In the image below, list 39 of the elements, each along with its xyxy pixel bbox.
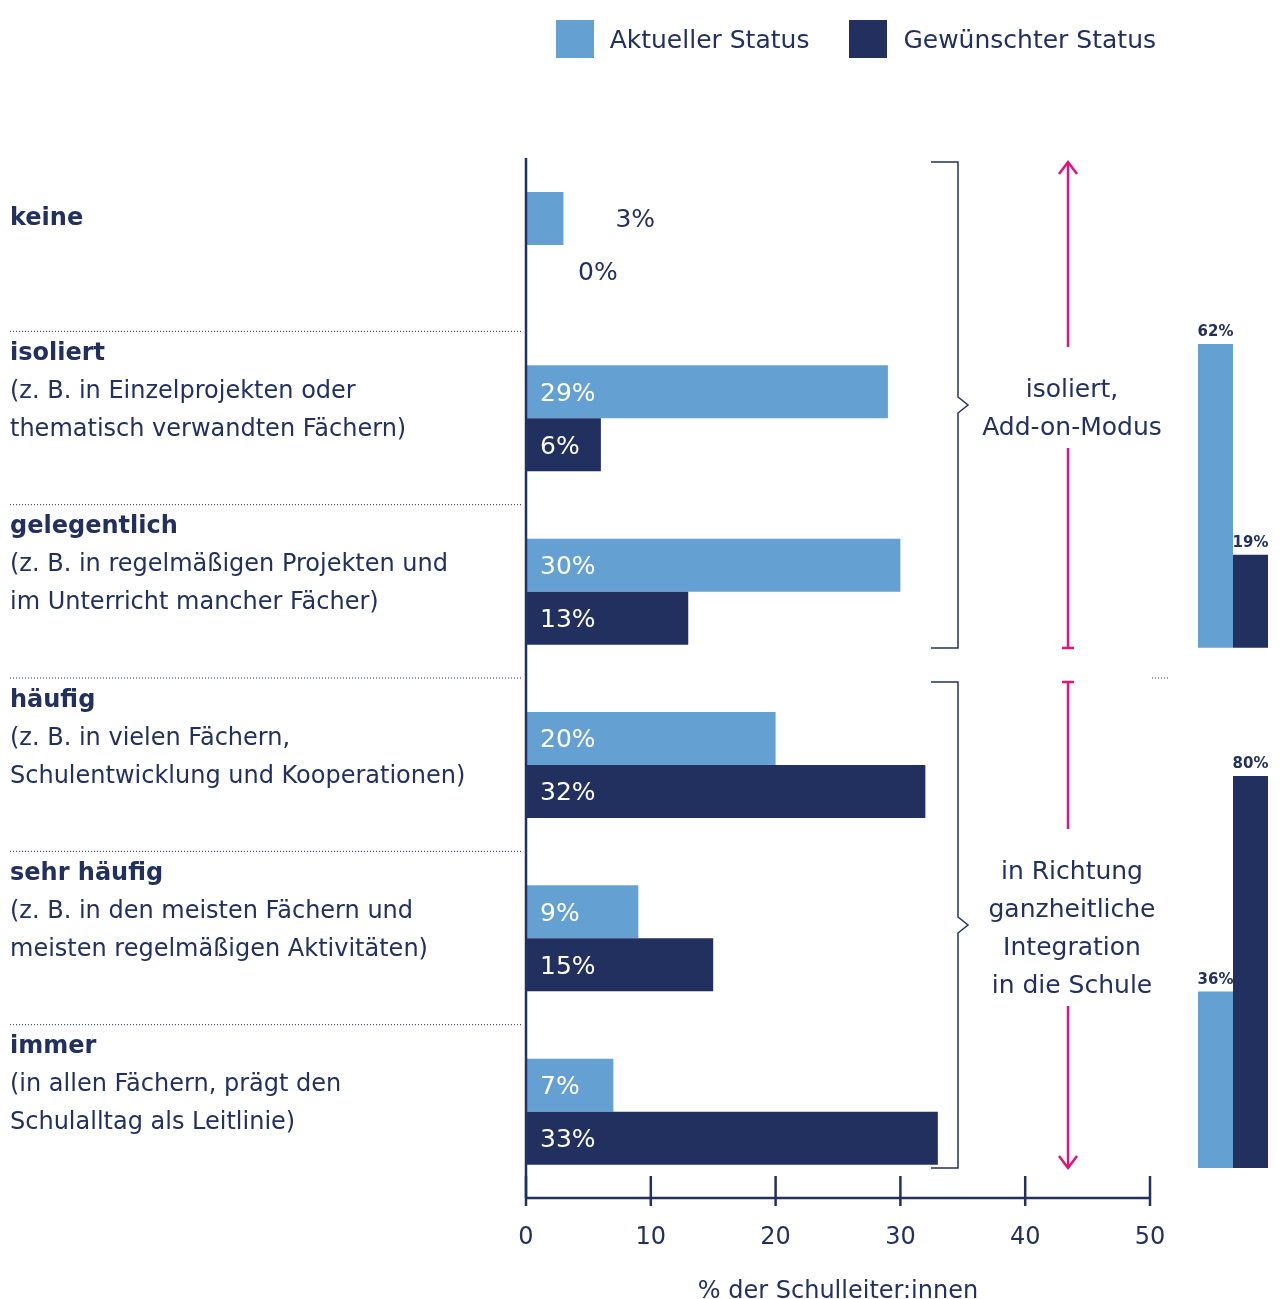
data-label: 3% [615,204,656,234]
bar [526,192,564,245]
bar [526,1058,614,1112]
data-label: 13% [540,603,596,633]
x-tick-label: 10 [635,1222,667,1250]
x-tick-label: 30 [885,1222,916,1250]
data-label: 29% [540,377,596,407]
x-tick-label: 40 [1009,1222,1041,1250]
data-label: 36% [1197,969,1234,988]
data-label: 20% [540,724,596,754]
data-label: 15% [540,950,596,980]
data-label: 9% [540,897,580,927]
x-tick-label: 50 [1134,1222,1166,1250]
x-tick-label: 20 [760,1222,791,1250]
annotation: isoliert, Add-on-Modus [982,374,1162,441]
data-label: 7% [540,1070,580,1100]
y-tick-label: gelegentlich (z. B. in regelmäßigen Projekten und im Unterricht mancher Fächer) [10,511,449,616]
y-tick-label: sehr häufig (z. B. in den meisten Fächern und meisten regelmäßigen Aktivitäten) [10,858,428,962]
legend-label: Aktueller Status [608,23,810,56]
data-label: 19% [1232,532,1269,551]
y-tick-label: häufig (z. B. in vielen Fächern, Schulentwicklung und Kooperationen) [10,684,466,789]
bar [526,712,776,765]
data-label: 6% [540,430,580,460]
data-label: 30% [540,550,596,580]
data-label: 62% [1197,322,1234,341]
y-tick-label: keine [10,202,84,231]
bar [526,885,639,939]
bar [526,365,888,419]
data-label: 32% [540,777,596,807]
data-label: 80% [1232,754,1269,772]
y-tick-label: isoliert (z. B. in Einzelprojekten oder thematisch verwandten Fächern) [10,338,407,442]
x-axis-title: % der Schulleiter:innen [697,1276,979,1299]
x-tick-label: 0 [518,1222,534,1250]
data-label: 33% [540,1123,596,1153]
legend-label: Gewünschter Status [902,23,1156,56]
bar [526,538,901,592]
data-label: 0% [578,257,618,287]
annotation: in Richtung ganzheitliche Integration in die Schule [988,856,1156,999]
y-tick-label: immer (in allen Fächern, prägt den Schulalltag als Leitlinie) [10,1031,342,1136]
